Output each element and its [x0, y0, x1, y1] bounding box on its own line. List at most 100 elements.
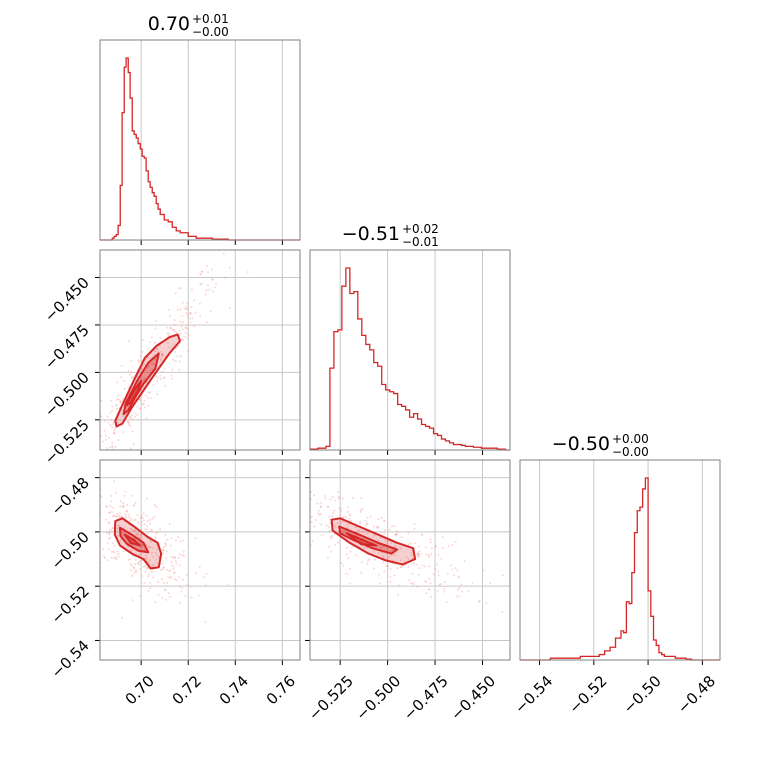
sample-point	[278, 483, 280, 485]
sample-point	[134, 518, 137, 521]
sample-point	[92, 446, 94, 448]
sample-point	[109, 536, 112, 539]
sample-point	[100, 399, 103, 402]
sample-point	[457, 576, 460, 579]
sample-point	[138, 568, 141, 571]
sample-point	[158, 345, 161, 348]
sample-point	[155, 375, 158, 378]
sample-point	[146, 520, 149, 523]
sample-point	[93, 445, 95, 447]
sample-point	[129, 371, 132, 374]
sample-point	[204, 621, 207, 624]
sample-point	[161, 353, 164, 356]
sample-point	[169, 569, 172, 572]
sample-point	[171, 368, 174, 371]
sample-point	[173, 556, 176, 559]
sample-point	[125, 510, 128, 513]
sample-point	[359, 508, 362, 511]
sample-point	[341, 530, 344, 533]
sample-point	[360, 496, 363, 499]
sample-point	[145, 528, 148, 531]
sample-point	[292, 499, 294, 501]
sample-point	[123, 379, 126, 382]
sample-point	[102, 460, 104, 462]
sample-point	[126, 503, 129, 506]
sample-point	[146, 497, 149, 500]
sample-point	[36, 526, 38, 528]
sample-point	[148, 559, 151, 562]
sample-point	[169, 326, 172, 329]
sample-point	[432, 573, 435, 576]
panel-frame	[99, 249, 301, 451]
sample-point	[155, 347, 158, 350]
sample-point	[157, 376, 160, 379]
density-contour-2	[123, 533, 141, 547]
sample-point	[324, 495, 327, 498]
sample-point	[341, 520, 344, 523]
sample-point	[386, 540, 389, 543]
sample-point	[149, 539, 152, 542]
sample-point	[111, 446, 114, 449]
sample-point	[389, 575, 392, 578]
sample-point	[114, 427, 117, 430]
sample-point	[176, 308, 179, 311]
sample-point	[316, 502, 319, 505]
sample-point	[261, 516, 263, 518]
sample-point	[111, 507, 114, 510]
sample-point	[364, 519, 367, 522]
sample-point	[455, 595, 458, 598]
sample-point	[174, 347, 177, 350]
sample-point	[113, 432, 116, 435]
sample-point	[131, 574, 134, 577]
sample-point	[157, 593, 160, 596]
y-tick-label: −0.500	[41, 368, 93, 420]
sample-point	[341, 497, 344, 500]
sample-point	[119, 400, 122, 403]
sample-point	[163, 367, 166, 370]
sample-point	[303, 516, 305, 518]
sample-point	[141, 367, 144, 370]
sample-point	[413, 522, 416, 525]
sample-point	[185, 326, 188, 329]
sample-point	[107, 521, 110, 524]
sample-point	[83, 471, 85, 473]
sample-point	[467, 590, 470, 593]
sample-point	[106, 505, 109, 508]
sample-point	[400, 566, 403, 569]
sample-point	[328, 518, 331, 521]
sample-point	[161, 568, 164, 571]
sample-point	[120, 364, 123, 367]
sample-point	[183, 554, 186, 557]
sample-point	[145, 515, 148, 518]
sample-point	[112, 515, 115, 518]
sample-point	[139, 516, 142, 519]
sample-point	[146, 566, 149, 569]
sample-point	[482, 569, 485, 572]
sample-point	[132, 504, 135, 507]
panel-title-1: −0.51 +0.02−0.01	[342, 222, 439, 249]
sample-point	[347, 510, 350, 513]
sample-point	[365, 524, 368, 527]
sample-point	[173, 330, 176, 333]
sample-point	[428, 565, 431, 568]
sample-point	[175, 579, 178, 582]
sample-point	[365, 546, 368, 549]
sample-point	[120, 616, 123, 619]
sample-point	[366, 516, 369, 519]
sample-point	[340, 508, 343, 511]
x-tick-label: 0.72	[169, 672, 205, 708]
sample-point	[130, 527, 133, 530]
sample-point	[275, 495, 277, 497]
sample-point	[157, 531, 160, 534]
sample-point	[139, 533, 142, 536]
y-axis-labels-2: −0.54 −0.52 −0.50 −0.48	[48, 474, 93, 682]
sample-point	[359, 522, 362, 525]
sample-point	[194, 537, 197, 540]
sample-point	[149, 518, 152, 521]
y-tick-label: −0.450	[41, 274, 93, 326]
sample-point	[107, 511, 110, 514]
sample-point	[178, 601, 181, 604]
sample-point	[178, 329, 181, 332]
sample-point	[413, 562, 416, 565]
sample-point	[186, 302, 189, 305]
